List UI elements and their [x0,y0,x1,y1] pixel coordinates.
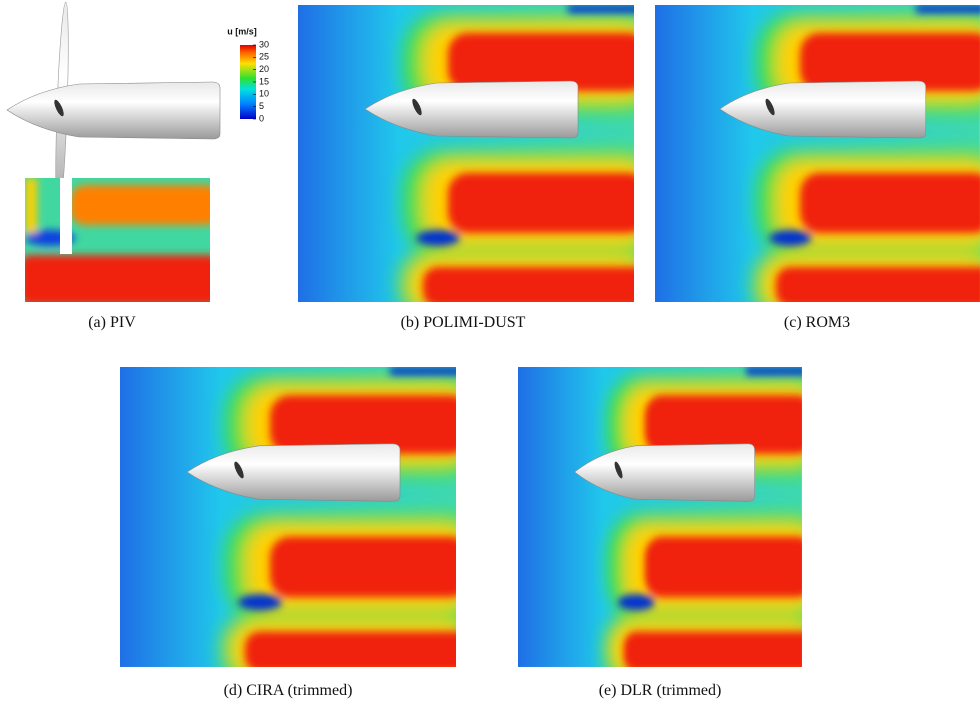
colorbar-tick-label: 25 [259,52,269,62]
colorbar-tick-label: 5 [259,101,264,111]
colorbar-tick-label: 0 [259,113,264,123]
colorbar-tick-label: 30 [259,39,269,49]
caption: (d) CIRA (trimmed) [224,682,353,699]
colorbar-scale [240,45,256,119]
caption: (b) POLIMI-DUST [401,314,526,331]
colorbar-tick-label: 10 [259,89,269,99]
caption: (a) PIV [88,314,136,331]
colorbar-tick-label: 20 [259,64,269,74]
colorbar-tick-label: 15 [259,76,269,86]
colorbar-title: u [m/s] [227,26,257,36]
panel-c [655,5,980,320]
caption: (c) ROM3 [784,314,850,331]
panel-d [120,367,485,685]
panel-a [6,1,221,302]
panel-b [298,5,663,320]
panel-e [518,367,826,685]
colorbar: u [m/s] 0 5 10 15 20 25 30 [227,26,269,123]
caption: (e) DLR (trimmed) [599,682,722,699]
